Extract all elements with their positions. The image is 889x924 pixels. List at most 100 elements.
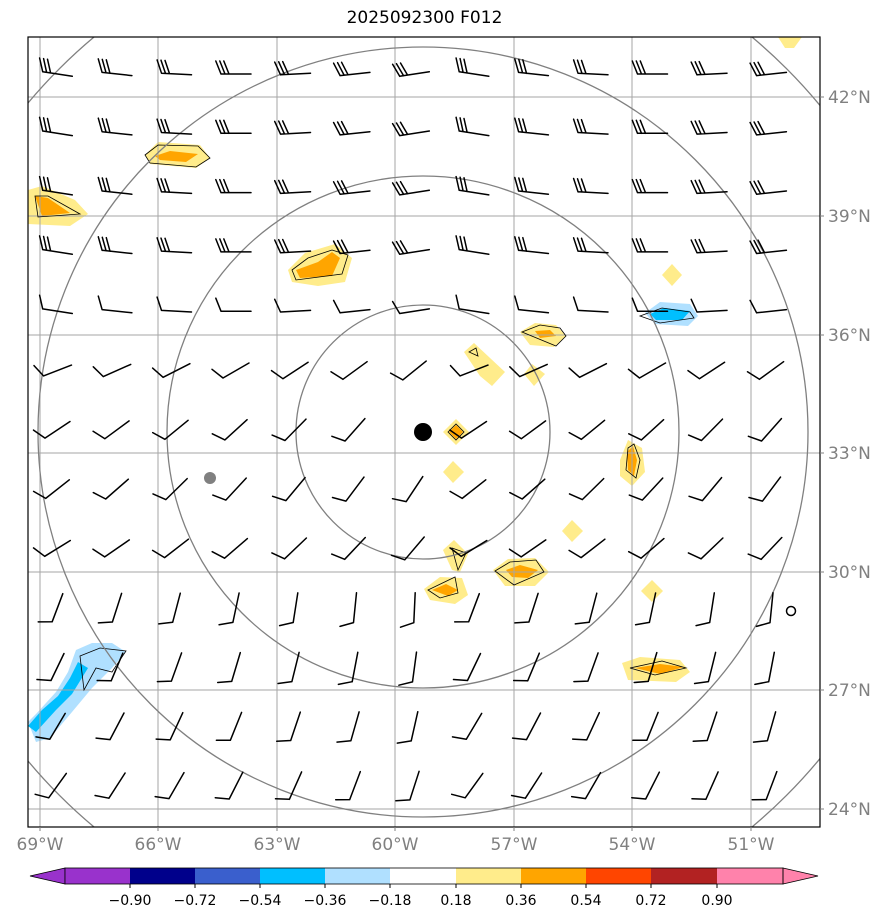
wind-barb xyxy=(97,176,133,195)
negative-contour-core xyxy=(28,662,88,732)
colorbar-segment xyxy=(65,868,130,884)
wind-barb xyxy=(158,592,182,625)
wind-barb xyxy=(690,298,728,313)
wind-barb xyxy=(337,651,359,686)
wind-barbs xyxy=(0,57,788,802)
wind-barb xyxy=(627,362,667,379)
wind-barb xyxy=(453,592,481,623)
positive-contour-core xyxy=(35,196,70,216)
colorbar-tick-label: −0.54 xyxy=(239,893,282,909)
colorbar-tick-label: −0.90 xyxy=(109,893,152,909)
colorbar-tick-label: 0.36 xyxy=(505,893,536,909)
wind-barb xyxy=(508,420,547,440)
wind-barb xyxy=(215,60,252,75)
wind-barb xyxy=(390,536,425,561)
wind-barb xyxy=(396,710,419,744)
wind-barb xyxy=(449,420,488,439)
wind-barb xyxy=(278,592,299,627)
wind-barb xyxy=(273,298,312,313)
range-ring xyxy=(295,304,551,560)
wind-barb xyxy=(151,419,189,441)
wind-barb xyxy=(0,477,6,502)
wind-barb xyxy=(274,771,303,801)
wind-barb xyxy=(273,179,312,195)
wind-barb xyxy=(38,235,74,255)
wind-barb xyxy=(568,362,608,379)
wind-barb xyxy=(94,772,126,799)
wind-barb xyxy=(514,176,550,195)
wind-barb xyxy=(391,475,424,503)
wind-barb xyxy=(395,770,420,802)
wind-barb xyxy=(330,536,367,561)
positive-contour-patch xyxy=(443,461,464,483)
wind-barb xyxy=(514,58,550,77)
lon-label: 57°W xyxy=(491,835,538,855)
colorbar-segment xyxy=(586,868,651,884)
wind-barb xyxy=(97,295,133,314)
negative-contour-patch xyxy=(28,643,126,742)
wind-barb xyxy=(514,592,539,624)
storm-center-marker xyxy=(414,423,432,441)
wind-barb xyxy=(749,61,788,77)
wind-barb xyxy=(271,418,307,442)
contour-shading xyxy=(28,37,802,742)
wind-barb xyxy=(568,419,606,441)
wind-barb xyxy=(452,652,482,682)
wind-barb xyxy=(391,180,431,196)
wind-barb xyxy=(687,537,724,560)
colorbar: −0.90 −0.72 −0.54 −0.36 −0.18 0.18 0.36 … xyxy=(29,867,819,909)
lon-label: 63°W xyxy=(254,835,301,855)
colorbar-segment xyxy=(260,868,325,884)
wind-barb xyxy=(154,771,185,800)
lon-label: 66°W xyxy=(135,835,182,855)
wind-barb xyxy=(631,119,669,135)
wind-barb xyxy=(398,651,418,686)
wind-barb xyxy=(690,179,728,195)
wind-barb xyxy=(514,295,550,314)
wind-barb xyxy=(391,300,431,315)
positive-contour-core xyxy=(432,584,458,596)
positive-contour-patch xyxy=(641,580,663,602)
map-frame xyxy=(27,36,821,828)
wind-barb xyxy=(391,121,431,137)
wind-barb xyxy=(215,119,252,135)
wind-barb xyxy=(270,361,309,380)
wind-barb xyxy=(0,771,3,801)
wind-barb xyxy=(152,477,188,501)
wind-barb xyxy=(690,120,728,135)
wind-barb xyxy=(449,479,487,500)
wind-barb xyxy=(97,592,123,624)
wind-barb xyxy=(211,537,249,559)
wind-barb xyxy=(389,360,427,381)
wind-barb xyxy=(568,538,606,559)
positive-contour-patch xyxy=(562,520,583,542)
wind-barb xyxy=(391,240,431,255)
wind-barb xyxy=(331,476,365,502)
wind-barb xyxy=(35,712,66,740)
wind-barb xyxy=(449,539,488,558)
positive-contour-patch xyxy=(524,364,545,386)
wind-barb xyxy=(573,652,599,683)
lat-label: 33°N xyxy=(828,444,871,464)
wind-barb xyxy=(572,296,609,313)
wind-barb xyxy=(332,180,371,195)
colorbar-tick-label: −0.72 xyxy=(174,893,217,909)
wind-barb xyxy=(692,711,718,742)
wind-barb xyxy=(332,120,371,136)
wind-barb xyxy=(455,294,490,315)
map-title: 2025092300 F012 xyxy=(346,8,503,28)
colorbar-tick-label: 0.72 xyxy=(635,893,666,909)
lat-label: 36°N xyxy=(828,326,871,346)
wind-barb xyxy=(512,652,541,682)
wind-barb xyxy=(97,236,133,255)
wind-barb xyxy=(38,175,74,196)
wind-barb xyxy=(334,770,362,801)
wind-barb xyxy=(92,478,130,500)
wind-barb xyxy=(627,537,665,559)
wind-barb xyxy=(574,592,598,625)
wind-barb xyxy=(38,116,74,137)
wind-barb xyxy=(37,592,64,623)
wind-barb xyxy=(271,476,306,502)
